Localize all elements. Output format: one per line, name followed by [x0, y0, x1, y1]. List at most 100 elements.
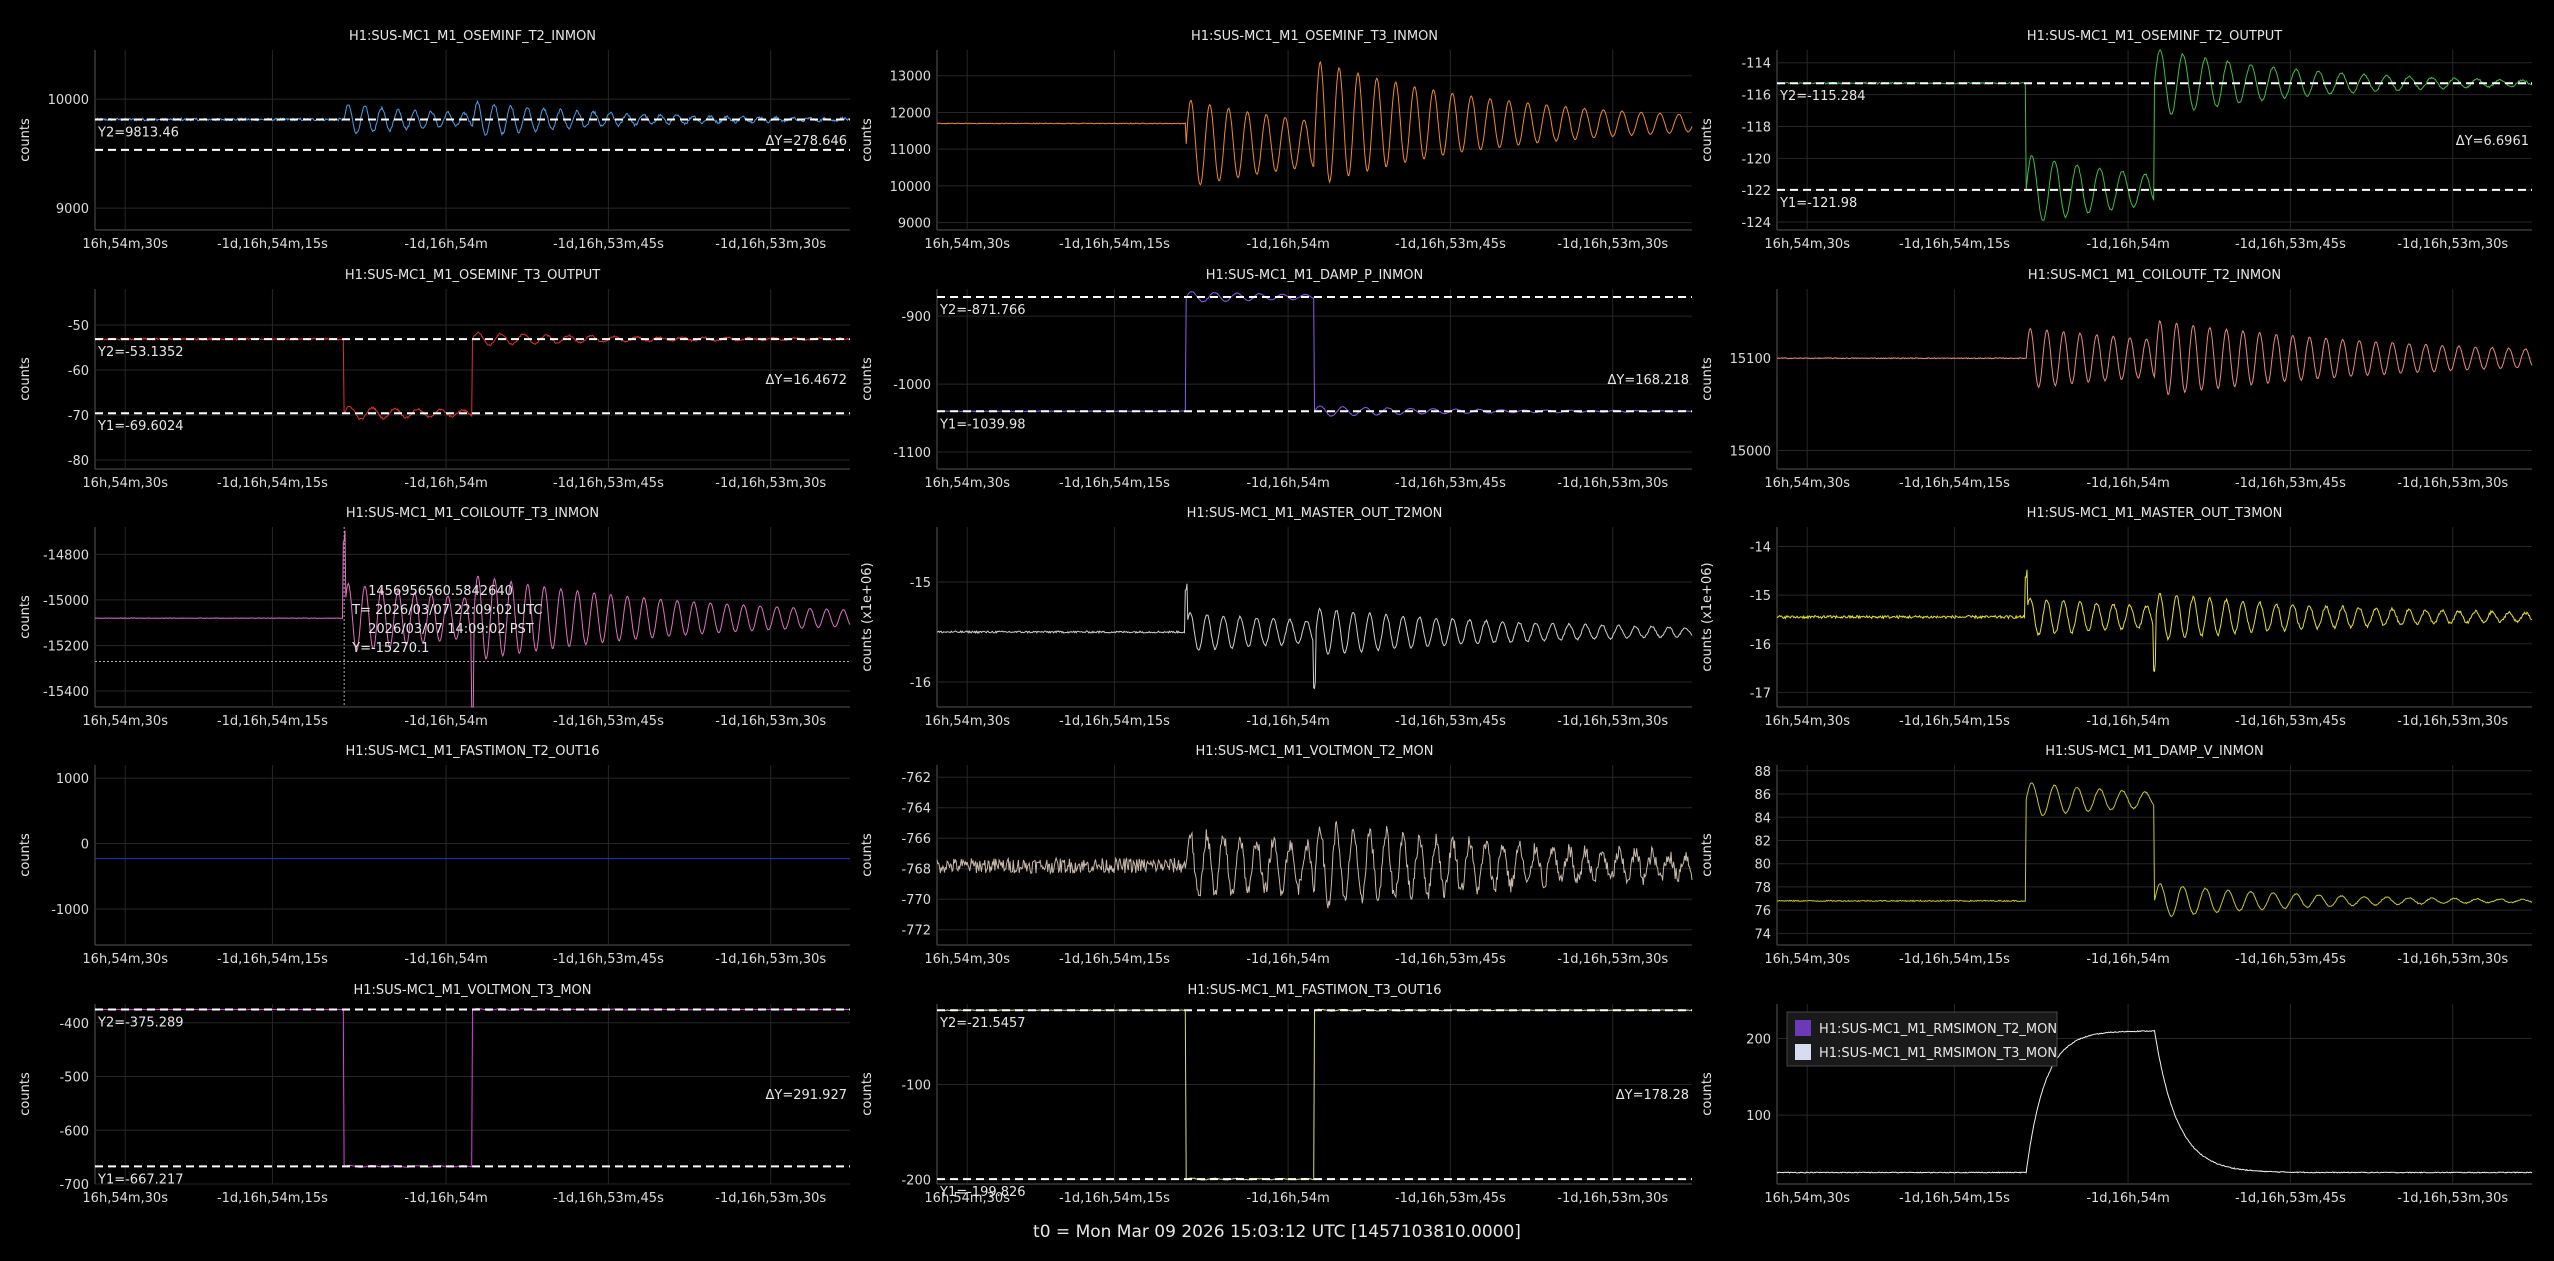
y-tick-label: -70	[68, 409, 89, 424]
x-tick-label: -1d,16h,54m,15s	[217, 237, 328, 252]
plot-p2: 16h,54m,30s -1d,16h,54m,15s -1d,16h,54m -1d…	[860, 29, 1693, 252]
x-tick-label: 16h,54m,30s	[82, 952, 168, 967]
y-tick-label: -600	[59, 1124, 89, 1139]
x-tick-label: -1d,16h,54m	[2086, 1191, 2169, 1206]
y-axis-label: counts	[1700, 357, 1715, 401]
y-tick-label: -15200	[43, 639, 89, 654]
cursor-label: Y2=-21.5457	[939, 1016, 1026, 1031]
y-axis-label: counts (x1e+06)	[860, 562, 875, 671]
y-tick-label: 1000	[56, 772, 89, 787]
y-tick-label: -766	[901, 832, 931, 847]
y-tick-label: -122	[1741, 184, 1771, 199]
x-tick-label: -1d,16h,53m,30s	[2397, 237, 2508, 252]
y-tick-label: -15400	[43, 685, 89, 700]
y-tick-label: -1000	[893, 378, 931, 393]
y-tick-label: -15	[910, 576, 931, 591]
series-line	[936, 60, 1693, 186]
y-tick-label: -14800	[43, 548, 89, 563]
x-tick-label: -1d,16h,54m	[1246, 237, 1329, 252]
y-tick-label: -768	[901, 863, 931, 878]
series-line	[936, 821, 1693, 909]
plot-title: H1:SUS-MC1_M1_OSEMINF_T2_OUTPUT	[2027, 29, 2282, 44]
y-tick-label: 9000	[56, 202, 89, 217]
y-tick-label: 82	[1754, 834, 1771, 849]
cursor-label: Y1=-1039.98	[939, 417, 1026, 432]
y-tick-label: -17	[1750, 686, 1771, 701]
plot-p6: 16h,54m,30s -1d,16h,54m,15s -1d,16h,54m -1d…	[1700, 268, 2533, 491]
x-tick-label: -1d,16h,53m,45s	[1395, 952, 1506, 967]
x-tick-label: -1d,16h,53m,30s	[1557, 476, 1668, 491]
x-tick-label: -1d,16h,54m	[404, 952, 487, 967]
x-tick-label: -1d,16h,54m,15s	[1059, 476, 1170, 491]
legend-entry: H1:SUS-MC1_M1_RMSIMON_T3_MON	[1819, 1046, 2057, 1061]
x-tick-label: 16h,54m,30s	[1764, 237, 1850, 252]
series-line	[1776, 49, 2533, 221]
t0-footer: t0 = Mon Mar 09 2026 15:03:12 UTC [14571…	[1033, 1222, 1521, 1242]
x-tick-label: -1d,16h,53m,45s	[553, 714, 664, 729]
y-axis-label: counts	[18, 1072, 33, 1116]
x-tick-label: -1d,16h,53m,30s	[2397, 476, 2508, 491]
tooltip-line: T= 2026/03/07 22:09:02 UTC	[351, 603, 542, 618]
y-tick-label: -14	[1750, 540, 1771, 555]
x-tick-label: 16h,54m,30s	[82, 714, 168, 729]
x-tick-label: -1d,16h,53m,45s	[1395, 714, 1506, 729]
y-axis-label: counts	[860, 833, 875, 877]
delta-y-label: ΔY=178.28	[1616, 1088, 1689, 1103]
plot-p4: 16h,54m,30s -1d,16h,54m,15s -1d,16h,54m -1d…	[18, 268, 851, 491]
plot-p13: 16h,54m,30s -1d,16h,54m,15s -1d,16h,54m -1d…	[18, 983, 850, 1206]
plot-p11: 16h,54m,30s -1d,16h,54m,15s -1d,16h,54m -1d…	[860, 744, 1693, 967]
series-line	[936, 583, 1693, 690]
x-tick-label: -1d,16h,54m	[1246, 714, 1329, 729]
y-tick-label: 13000	[890, 70, 931, 85]
series-line	[1776, 320, 2533, 395]
plot-p9: 16h,54m,30s -1d,16h,54m,15s -1d,16h,54m -1d…	[1700, 506, 2533, 729]
plot-title: H1:SUS-MC1_M1_COILOUTF_T3_INMON	[346, 506, 599, 521]
x-tick-label: -1d,16h,53m,30s	[715, 952, 826, 967]
x-tick-label: -1d,16h,53m,30s	[2397, 714, 2508, 729]
y-tick-label: -772	[901, 924, 931, 939]
x-tick-label: -1d,16h,54m,15s	[1059, 237, 1170, 252]
x-tick-label: -1d,16h,54m,15s	[1899, 714, 2010, 729]
y-axis-label: counts	[1700, 833, 1715, 877]
x-tick-label: 16h,54m,30s	[924, 476, 1010, 491]
plot-p8: 16h,54m,30s -1d,16h,54m,15s -1d,16h,54m -1d…	[860, 506, 1693, 729]
y-axis-label: counts	[860, 118, 875, 162]
x-tick-label: -1d,16h,54m	[2086, 714, 2169, 729]
x-tick-label: -1d,16h,54m,15s	[1899, 476, 2010, 491]
y-tick-label: 78	[1754, 881, 1771, 896]
delta-y-label: ΔY=16.4672	[766, 373, 848, 388]
x-tick-label: -1d,16h,53m,30s	[2397, 952, 2508, 967]
x-tick-label: -1d,16h,53m,45s	[553, 476, 664, 491]
plot-p15: 16h,54m,30s -1d,16h,54m,15s -1d,16h,54m -1d…	[1700, 1004, 2533, 1206]
x-tick-label: -1d,16h,54m	[2086, 476, 2169, 491]
y-tick-label: 9000	[898, 217, 931, 232]
x-tick-label: -1d,16h,54m	[1246, 1191, 1329, 1206]
y-tick-label: 0	[81, 838, 89, 853]
cursor-label: Y2=-115.284	[1779, 89, 1866, 104]
plot-title: H1:SUS-MC1_M1_MASTER_OUT_T3MON	[2027, 506, 2283, 521]
x-tick-label: -1d,16h,53m,30s	[1557, 714, 1668, 729]
x-tick-label: -1d,16h,54m	[404, 1191, 487, 1206]
plot-title: H1:SUS-MC1_M1_MASTER_OUT_T2MON	[1187, 506, 1443, 521]
y-tick-label: -120	[1741, 152, 1771, 167]
y-tick-label: -50	[68, 319, 89, 334]
series-line	[936, 291, 1693, 417]
x-tick-label: -1d,16h,53m,45s	[553, 237, 664, 252]
x-tick-label: -1d,16h,54m,15s	[217, 714, 328, 729]
x-tick-label: -1d,16h,54m	[1246, 476, 1329, 491]
y-tick-label: -700	[59, 1178, 89, 1193]
y-tick-label: -770	[901, 893, 931, 908]
x-tick-label: -1d,16h,53m,45s	[553, 1191, 664, 1206]
x-tick-label: -1d,16h,54m,15s	[1059, 714, 1170, 729]
x-tick-label: 16h,54m,30s	[924, 1191, 1010, 1206]
y-tick-label: -60	[68, 364, 89, 379]
x-tick-label: -1d,16h,53m,30s	[715, 476, 826, 491]
y-tick-label: -15000	[43, 594, 89, 609]
x-tick-label: -1d,16h,53m,45s	[1395, 1191, 1506, 1206]
plot-title: H1:SUS-MC1_M1_DAMP_V_INMON	[2045, 744, 2264, 759]
x-tick-label: -1d,16h,54m,15s	[1899, 237, 2010, 252]
x-tick-label: -1d,16h,53m,45s	[2235, 952, 2346, 967]
x-tick-label: -1d,16h,54m	[1246, 952, 1329, 967]
plot-p5: 16h,54m,30s -1d,16h,54m,15s -1d,16h,54m -1d…	[860, 268, 1693, 491]
